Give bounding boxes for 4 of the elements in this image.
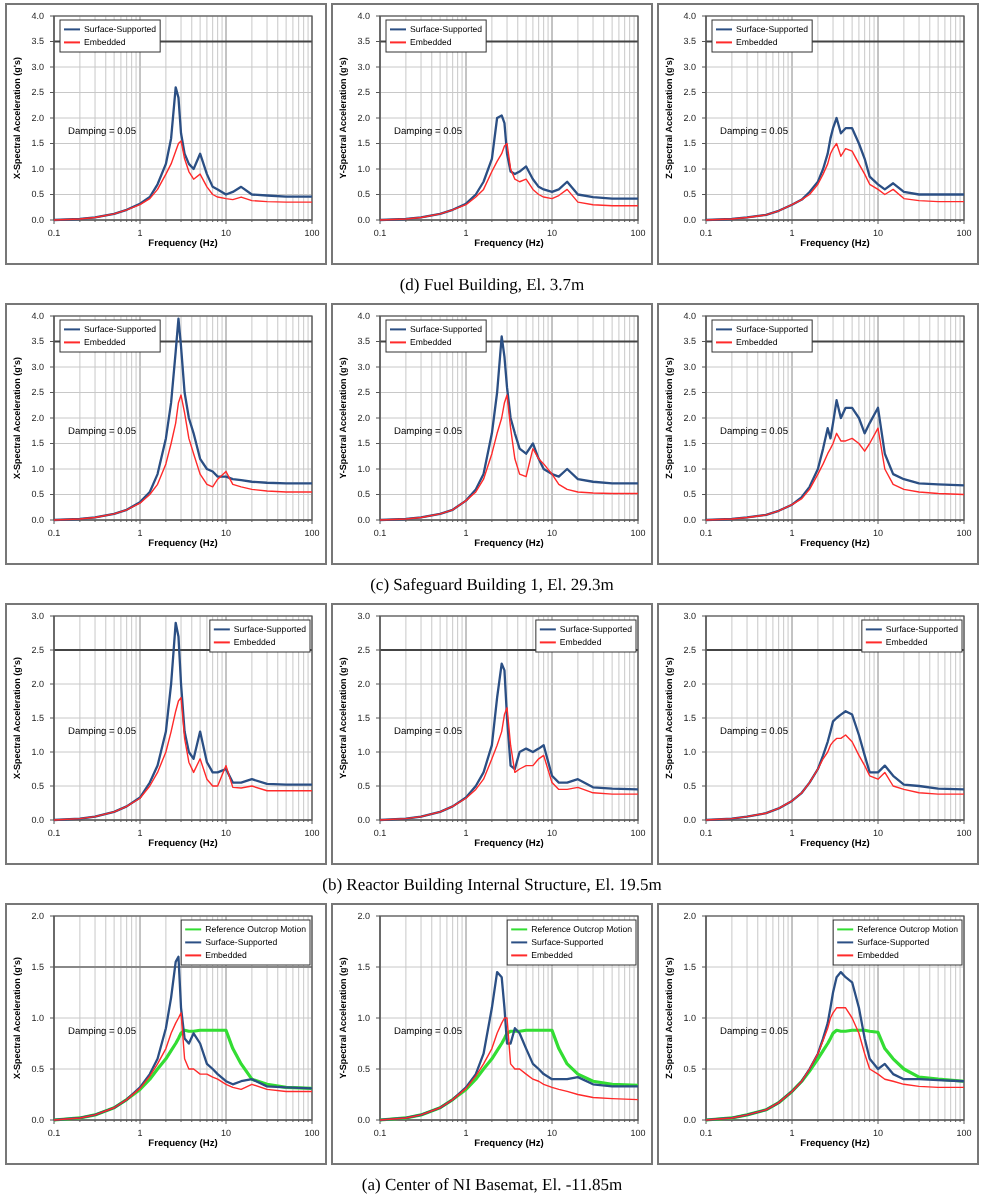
text: (c) Safeguard Building 1, El. 29.3m: [370, 574, 615, 594]
text: (a) Center of NI Basemat, El. -11.85m: [361, 1174, 623, 1194]
text: (d) Fuel Building, El. 3.7m: [399, 274, 586, 294]
text: (b) Reactor Building Internal Structure, El. 19.5m: [322, 874, 663, 894]
